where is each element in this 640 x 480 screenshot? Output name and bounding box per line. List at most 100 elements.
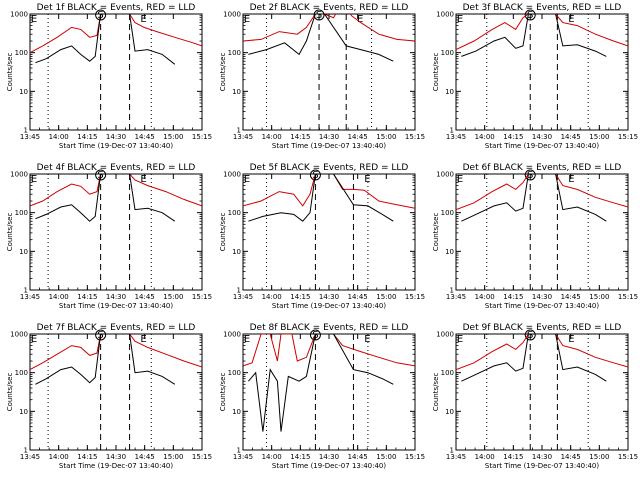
x-tick-label: 15:00 bbox=[163, 293, 183, 301]
detector-panel: Det 5f BLACK = Events, RED = LLD 1 10 100 10… bbox=[213, 160, 426, 320]
x-tick-label: 14:30 bbox=[532, 133, 552, 141]
end-marker-label: E bbox=[31, 14, 37, 25]
events-series-line bbox=[35, 334, 176, 385]
x-tick-label: 14:15 bbox=[77, 293, 97, 301]
start-marker-circle bbox=[309, 169, 321, 181]
x-tick-label: 15:00 bbox=[589, 133, 609, 141]
panel-plot: Det 2f BLACK = Events, RED = LLD 1 10 100 10… bbox=[219, 3, 425, 150]
y-axis-label: Counts/sec bbox=[432, 213, 440, 252]
panel-title: Det 1f BLACK = Events, RED = LLD bbox=[37, 3, 196, 13]
x-tick-label: 15:15 bbox=[192, 133, 212, 141]
x-axis-label: Start Time (19-Dec-07 13:40:40) bbox=[485, 462, 599, 470]
panel-title: Det 4f BLACK = Events, RED = LLD bbox=[37, 163, 196, 173]
x-axis-label: Start Time (19-Dec-07 13:40:40) bbox=[272, 302, 386, 310]
plot-frame bbox=[242, 333, 416, 451]
x-tick-label: 14:00 bbox=[262, 293, 282, 301]
plot-frame bbox=[29, 173, 203, 291]
x-tick-label: 13:45 bbox=[233, 453, 253, 461]
end-marker-label: E bbox=[140, 174, 146, 185]
y-axis-label: Counts/sec bbox=[6, 53, 14, 92]
x-tick-label: 14:15 bbox=[290, 453, 310, 461]
start-marker-circle bbox=[95, 169, 107, 181]
y-tick-label: 100 bbox=[441, 49, 454, 57]
y-axis-label: Counts/sec bbox=[219, 213, 227, 252]
lld-series-line bbox=[456, 174, 628, 211]
x-tick-label: 15:15 bbox=[192, 453, 212, 461]
x-tick-label: 15:15 bbox=[618, 293, 638, 301]
x-tick-label: 13:45 bbox=[20, 453, 40, 461]
x-tick-label: 14:30 bbox=[532, 293, 552, 301]
panel-title: Det 6f BLACK = Events, RED = LLD bbox=[463, 163, 622, 173]
detector-panel: Det 6f BLACK = Events, RED = LLD 1 10 100 10… bbox=[426, 160, 639, 320]
y-tick-label: 10 bbox=[232, 408, 241, 416]
x-tick-label: 13:45 bbox=[20, 133, 40, 141]
y-tick-label: 1 bbox=[24, 127, 28, 135]
x-tick-label: 13:45 bbox=[233, 293, 253, 301]
detector-panel: Det 2f BLACK = Events, RED = LLD 1 10 100 10… bbox=[213, 0, 426, 160]
end-marker-label: E bbox=[140, 14, 146, 25]
start-marker-circle bbox=[524, 169, 536, 181]
end-marker-label: E bbox=[31, 174, 37, 185]
end-marker-label: E bbox=[568, 14, 574, 25]
lld-series-line bbox=[243, 334, 415, 367]
x-tick-label: 14:45 bbox=[135, 453, 155, 461]
x-tick-label: 15:00 bbox=[376, 293, 396, 301]
end-marker-label: E bbox=[140, 334, 146, 345]
x-tick-label: 14:45 bbox=[348, 133, 368, 141]
x-tick-label: 13:45 bbox=[446, 453, 466, 461]
panel-plot: Det 3f BLACK = Events, RED = LLD 1 10 100 10… bbox=[432, 3, 638, 150]
x-tick-label: 14:45 bbox=[348, 293, 368, 301]
events-series-line bbox=[461, 334, 607, 382]
y-tick-label: 10 bbox=[445, 248, 454, 256]
panel-plot: Det 7f BLACK = Events, RED = LLD 1 10 100 10… bbox=[6, 323, 212, 470]
y-tick-label: 1000 bbox=[436, 171, 454, 179]
plot-frame bbox=[455, 13, 629, 131]
x-tick-label: 14:45 bbox=[135, 293, 155, 301]
x-axis-label: Start Time (19-Dec-07 13:40:40) bbox=[272, 142, 386, 150]
x-tick-label: 14:15 bbox=[503, 453, 523, 461]
panel-plot: Det 8f BLACK = Events, RED = LLD 1 10 100 10… bbox=[219, 323, 425, 470]
y-tick-label: 1000 bbox=[436, 331, 454, 339]
end-marker-label: E bbox=[357, 14, 363, 25]
y-axis-label: Counts/sec bbox=[219, 53, 227, 92]
start-marker-circle bbox=[95, 9, 107, 21]
x-tick-label: 14:15 bbox=[77, 453, 97, 461]
detector-panel: Det 1f BLACK = Events, RED = LLD 1 10 100 10… bbox=[0, 0, 213, 160]
start-marker-label: S bbox=[527, 330, 533, 341]
detector-panel: Det 7f BLACK = Events, RED = LLD 1 10 100 10… bbox=[0, 320, 213, 480]
y-tick-label: 1 bbox=[237, 447, 241, 455]
x-tick-label: 15:00 bbox=[589, 453, 609, 461]
x-tick-label: 15:15 bbox=[618, 453, 638, 461]
x-tick-label: 14:45 bbox=[561, 293, 581, 301]
panel-title: Det 3f BLACK = Events, RED = LLD bbox=[463, 3, 622, 13]
y-tick-label: 1000 bbox=[223, 331, 241, 339]
x-tick-label: 14:30 bbox=[532, 453, 552, 461]
panel-title: Det 8f BLACK = Events, RED = LLD bbox=[250, 323, 409, 333]
x-tick-label: 14:15 bbox=[290, 293, 310, 301]
panel-title: Det 9f BLACK = Events, RED = LLD bbox=[463, 323, 622, 333]
y-tick-label: 1000 bbox=[223, 11, 241, 19]
start-marker-circle bbox=[524, 329, 536, 341]
panel-plot: Det 4f BLACK = Events, RED = LLD 1 10 100 10… bbox=[6, 163, 212, 310]
y-tick-label: 1 bbox=[450, 127, 454, 135]
x-tick-label: 14:15 bbox=[77, 133, 97, 141]
lld-series-line bbox=[30, 14, 202, 54]
start-marker-label: S bbox=[527, 10, 533, 21]
y-tick-label: 100 bbox=[228, 209, 241, 217]
y-axis-label: Counts/sec bbox=[219, 373, 227, 412]
y-axis-label: Counts/sec bbox=[6, 213, 14, 252]
x-tick-label: 15:00 bbox=[589, 293, 609, 301]
events-series-line bbox=[248, 14, 394, 62]
events-series-line bbox=[461, 14, 607, 57]
y-tick-label: 100 bbox=[228, 369, 241, 377]
y-tick-label: 100 bbox=[15, 49, 28, 57]
end-marker-label: E bbox=[364, 334, 370, 345]
x-tick-label: 14:15 bbox=[503, 293, 523, 301]
panel-title: Det 7f BLACK = Events, RED = LLD bbox=[37, 323, 196, 333]
y-tick-label: 100 bbox=[228, 49, 241, 57]
y-tick-label: 1 bbox=[24, 287, 28, 295]
events-series-line bbox=[35, 174, 176, 222]
panel-plot: Det 1f BLACK = Events, RED = LLD 1 10 100 10… bbox=[6, 3, 212, 150]
y-tick-label: 1 bbox=[450, 447, 454, 455]
x-tick-label: 14:30 bbox=[319, 453, 339, 461]
